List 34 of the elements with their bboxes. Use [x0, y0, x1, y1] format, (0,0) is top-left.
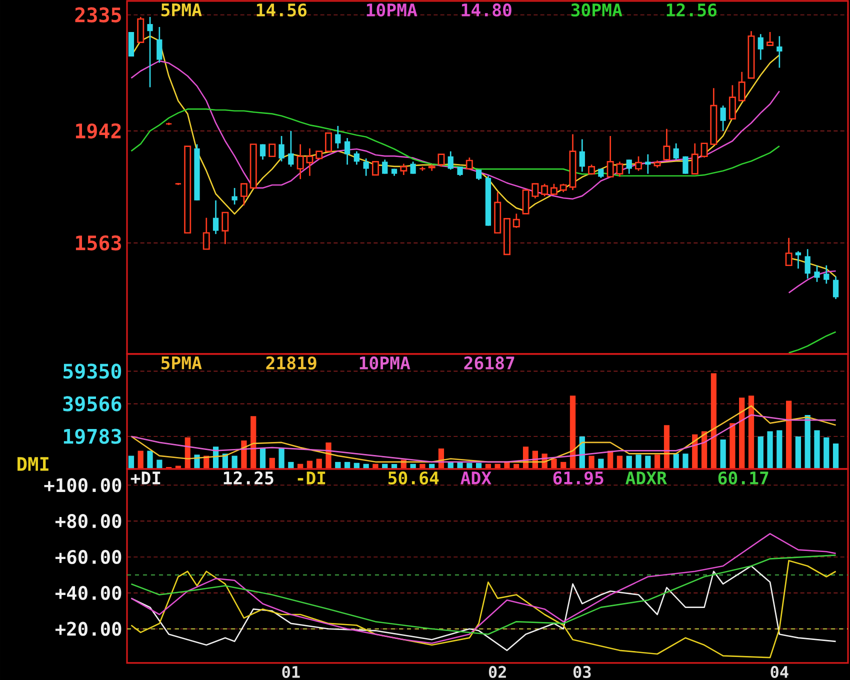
- annotation: 14.56: [256, 3, 307, 17]
- x-tick-label: 03: [573, 666, 591, 678]
- annotation: 14.80: [462, 3, 512, 17]
- y-tick-label: +100.00: [44, 478, 122, 492]
- text: +DI: [130, 472, 160, 484]
- text: 10PMA: [360, 356, 410, 370]
- annotation: 50.64: [388, 471, 439, 485]
- y-axis-title: DMI: [18, 457, 48, 471]
- annotation: 60.17: [718, 471, 768, 485]
- annotation: 61.95: [553, 471, 604, 485]
- series-label: 5PMA: [161, 4, 202, 16]
- y-tick-label: 19783: [64, 428, 121, 444]
- text: -DI: [298, 472, 326, 484]
- y-tick-label: 2335: [75, 7, 121, 22]
- text: 10PMA: [366, 3, 418, 17]
- y-tick-label: +60.00: [55, 550, 122, 564]
- text: ADX: [460, 472, 492, 484]
- text: 5PMA: [161, 356, 202, 370]
- y-tick-label: 39566: [63, 396, 122, 412]
- y-tick-label: 1942: [76, 123, 121, 139]
- y-tick-label: 59350: [63, 364, 122, 379]
- y-tick-label: 1563: [76, 235, 121, 250]
- x-tick-label: 02: [488, 666, 506, 678]
- text: ADXR: [626, 472, 668, 484]
- x-tick-label: 04: [770, 666, 788, 678]
- y-tick-label: +80.00: [55, 514, 122, 528]
- x-tick-label: 01: [282, 666, 300, 678]
- y-tick-label: +40.00: [55, 586, 122, 600]
- annotation: 26187: [464, 356, 514, 370]
- y-tick-label: +20.00: [55, 622, 122, 636]
- annotation: 12.56: [666, 3, 716, 17]
- annotation: 12.25: [224, 471, 274, 485]
- annotation: 21819: [266, 356, 316, 370]
- text: 30PMA: [571, 3, 622, 17]
